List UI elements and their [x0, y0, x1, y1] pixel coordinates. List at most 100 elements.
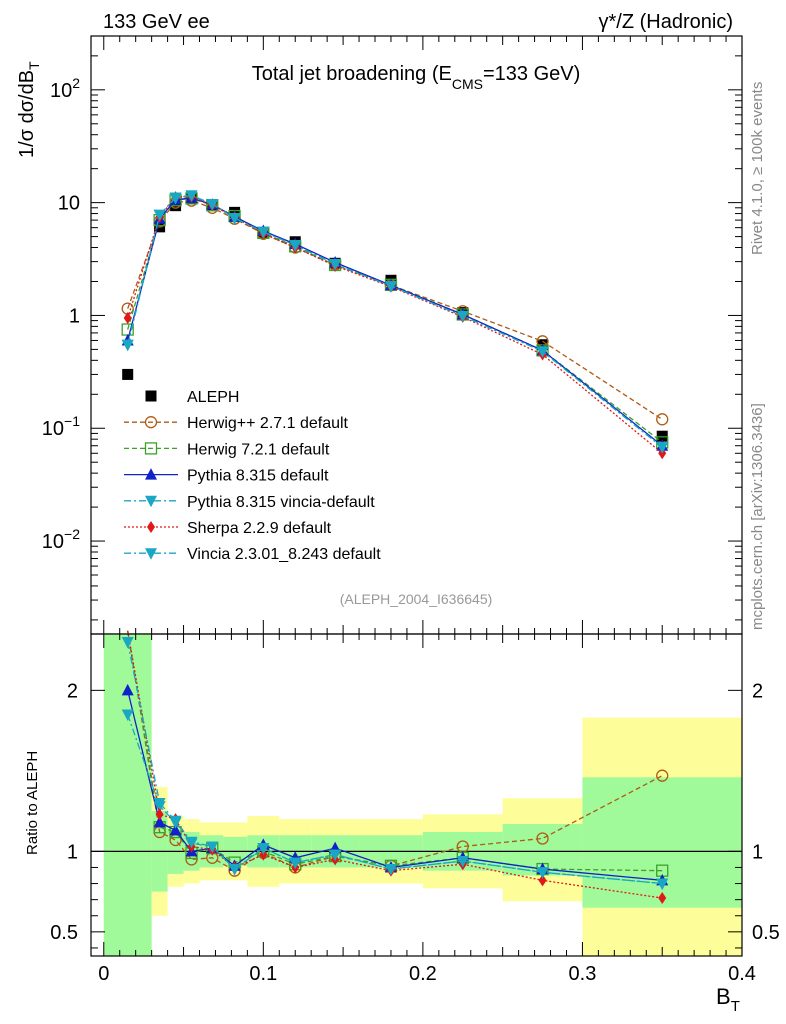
- ratio-y-tick-label: 2: [67, 680, 78, 702]
- legend-entry: Pythia 8.315 default: [124, 468, 329, 485]
- ratio-point: [169, 823, 182, 836]
- ratio-point: [228, 864, 241, 876]
- ratio-point: [153, 815, 166, 828]
- main-plot-panel: [91, 36, 742, 634]
- error-band-green: [103, 634, 152, 956]
- legend-marker: [144, 416, 158, 429]
- ratio-point: [656, 769, 669, 782]
- main-series-layer: [121, 190, 669, 460]
- ratio-point: [155, 808, 164, 821]
- data-point: [169, 192, 182, 205]
- data-point: [656, 413, 669, 426]
- legend-label: Herwig 7.2.1 default: [187, 441, 330, 458]
- data-point: [228, 213, 241, 225]
- data-point: [206, 199, 219, 211]
- data-point: [384, 281, 397, 293]
- data-point: [185, 190, 198, 202]
- y-tick-label-exp: −1: [64, 413, 80, 429]
- y-tick-label-exp: −2: [64, 526, 80, 542]
- ratio-bands: [91, 634, 742, 956]
- main-y-axis-label-text: 1/σ dσ/dB: [16, 70, 38, 158]
- y-tick-label-base: 1: [69, 305, 80, 327]
- data-point: [656, 442, 669, 454]
- x-tick-label: 0.2: [409, 963, 437, 985]
- x-tick-label: 0.4: [728, 963, 756, 985]
- title-tail: =133 GeV): [483, 63, 580, 85]
- plot-title: Total jet broadening (ECMS=133 GeV): [252, 63, 581, 92]
- y-tick-label-base: 10: [42, 531, 64, 553]
- ratio-point: [121, 709, 134, 721]
- legend-label: Sherpa 2.2.9 default: [187, 520, 332, 537]
- data-point: [122, 368, 134, 380]
- ratio-y-axis-label: Ratio to ALEPH: [24, 751, 41, 855]
- legend-entry: Herwig++ 2.7.1 default: [124, 415, 349, 432]
- ratio-point: [536, 867, 549, 879]
- legend-marker: [147, 521, 155, 533]
- legend-label: Vincia 2.3.01_8.243 default: [187, 546, 381, 563]
- legend-entry: ALEPH: [145, 389, 239, 406]
- data-point: [536, 346, 549, 358]
- y-tick-label: 10−2: [42, 526, 80, 553]
- y-tick-label: 102: [50, 75, 80, 102]
- data-point: [123, 311, 132, 324]
- legend-marker: [145, 390, 157, 402]
- data-point: [329, 259, 342, 271]
- y-tick-label-base: 10: [58, 193, 80, 215]
- y-tick-label-base: 10: [42, 418, 64, 440]
- legend-label: ALEPH: [187, 389, 239, 406]
- data-point: [289, 240, 302, 252]
- series-6: [121, 190, 669, 454]
- ratio-point: [538, 874, 547, 887]
- y-tick-label-exp: 2: [72, 75, 80, 91]
- y-tick-label: 10−1: [42, 413, 80, 440]
- ratio-point: [185, 836, 198, 849]
- legend-entry: Herwig 7.2.1 default: [124, 441, 330, 458]
- ratio-point: [153, 798, 166, 810]
- legend-marker: [145, 468, 157, 480]
- analysis-tag: (ALEPH_2004_I636645): [340, 591, 493, 607]
- ratio-point: [257, 843, 270, 855]
- ratio-point: [536, 832, 549, 845]
- ratio-series-5: [121, 637, 669, 891]
- ratio-point: [384, 864, 397, 876]
- main-y-axis-label: 1/σ dσ/dBT: [16, 61, 42, 158]
- main-y-axis-label-sub: T: [26, 61, 42, 70]
- ratio-point: [658, 892, 667, 905]
- x-tick-label: 0: [98, 963, 109, 985]
- legend-entry: Pythia 8.315 vincia-default: [124, 494, 375, 511]
- ratio-frame: [90, 633, 743, 957]
- data-point: [257, 226, 270, 239]
- legend: ALEPH Herwig++ 2.7.1 default Herwig 7.2.1 …: [124, 389, 381, 563]
- rivet-version-label: Rivet 4.1.0, ≥ 100k events: [749, 82, 766, 255]
- legend-marker: [145, 548, 157, 560]
- ratio-y-tick-label-right: 2: [752, 680, 763, 702]
- ratio-axes: 0.5 0.5 1 1 2 2 0 0.1 0.2 0.3 0.4: [50, 633, 780, 985]
- x-axis-label-text: B: [716, 984, 731, 1009]
- y-tick-label-base: 10: [50, 80, 72, 102]
- x-axis-label: BT: [716, 984, 740, 1015]
- ratio-point: [206, 841, 219, 854]
- data-point: [456, 310, 469, 323]
- x-tick-label: 0.1: [249, 963, 277, 985]
- legend-label: Pythia 8.315 vincia-default: [187, 494, 375, 511]
- ratio-point: [121, 637, 134, 649]
- ratio-series-layer: [121, 630, 669, 905]
- header-right-label: γ*/Z (Hadronic): [599, 11, 733, 33]
- legend-marker: [144, 442, 158, 455]
- x-tick-label: 0.3: [569, 963, 597, 985]
- title-main: Total jet broadening (E: [252, 63, 452, 85]
- ratio-point: [121, 683, 134, 696]
- header-left-label: 133 GeV ee: [103, 11, 210, 33]
- legend-entry: Vincia 2.3.01_8.243 default: [124, 546, 381, 563]
- ratio-point: [169, 815, 182, 828]
- ratio-y-tick-label-right: 0.5: [752, 922, 780, 944]
- legend-marker: [145, 495, 157, 508]
- y-tick-label: 10: [58, 193, 80, 215]
- ratio-point: [456, 856, 469, 868]
- legend-label: Herwig++ 2.7.1 default: [187, 415, 349, 432]
- ratio-y-tick-label: 0.5: [50, 922, 78, 944]
- data-point: [153, 209, 166, 222]
